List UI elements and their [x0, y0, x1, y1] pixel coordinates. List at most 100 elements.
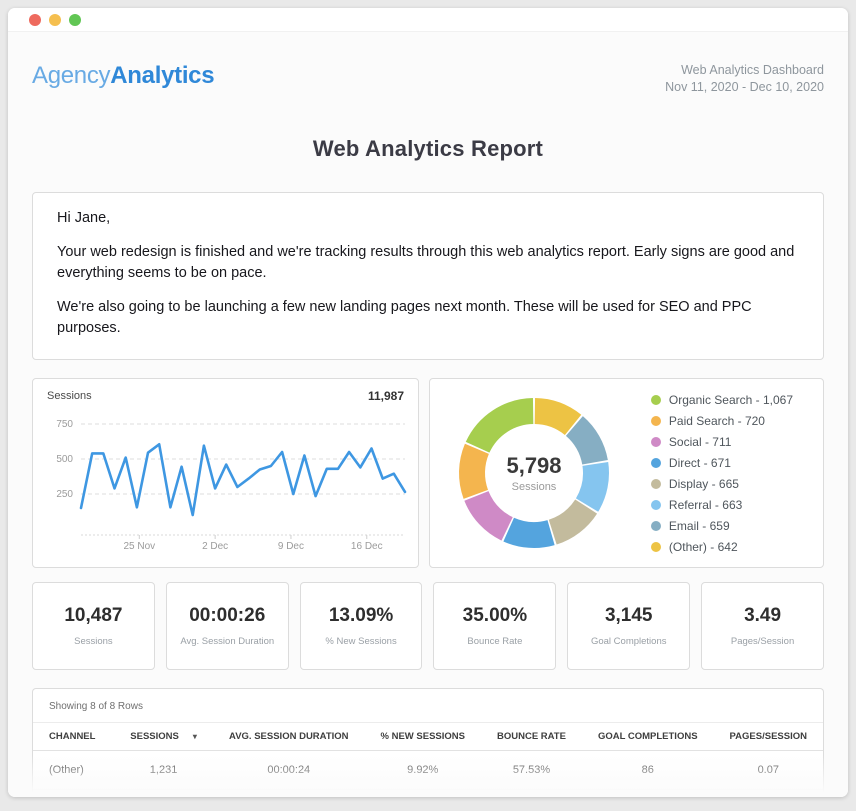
column-header-avg-session-duration[interactable]: AVG. SESSION DURATION: [213, 722, 365, 751]
legend-item-social[interactable]: Social - 711: [650, 431, 793, 452]
line-chart-header: Sessions 11,987: [47, 389, 404, 403]
legend-item-label: Email - 659: [668, 518, 730, 533]
legend-item-label: (Other) - 642: [668, 539, 738, 554]
channels-donut-chart-card: 5,798 Sessions Organic Search - 1,067 Pai…: [429, 378, 824, 568]
report-window: AgencyAnalytics Web Analytics Dashboard …: [8, 8, 848, 797]
table-cell: 0.07: [713, 750, 823, 790]
column-header-bounce-rate[interactable]: BOUNCE RATE: [480, 722, 582, 751]
column-header-sessions[interactable]: SESSIONS ▾: [114, 722, 214, 751]
table-cell: 60.88%: [480, 789, 582, 797]
legend-item-paid-search[interactable]: Paid Search - 720: [650, 410, 793, 431]
donut-legend: Organic Search - 1,067 Paid Search - 720 S…: [650, 389, 793, 557]
svg-text:25 Nov: 25 Nov: [123, 541, 155, 552]
dashboard-name-label: Web Analytics Dashboard: [681, 63, 824, 77]
table-cell: 1,231: [114, 750, 214, 790]
svg-text:250: 250: [56, 489, 73, 500]
channels-donut-chart: [459, 398, 609, 548]
legend-item-label: Display - 665: [668, 476, 739, 491]
stat-label: Bounce Rate: [467, 636, 523, 647]
table-cell: 00:00:24: [213, 750, 365, 790]
sort-desc-icon[interactable]: ▾: [192, 732, 197, 741]
stat-label: Goal Completions: [590, 636, 667, 647]
channels-table-head: CHANNEL SESSIONS ▾ AVG. SESSION DURATION% N…: [33, 722, 823, 751]
table-header-row: CHANNEL SESSIONS ▾ AVG. SESSION DURATION% N…: [33, 722, 823, 751]
minimize-button[interactable]: [49, 13, 61, 26]
legend-color-dot: [650, 415, 661, 426]
svg-text:9 Dec: 9 Dec: [278, 541, 304, 552]
table-cell: 45: [581, 789, 714, 797]
column-header-pages-session[interactable]: PAGES/SESSION: [713, 722, 823, 751]
stat-card-sessions: 10,487 Sessions: [32, 582, 155, 670]
intro-paragraph-2: We're also going to be launching a few n…: [57, 299, 752, 336]
table-cell: Direct: [33, 789, 115, 797]
legend-item-email[interactable]: Email - 659: [650, 515, 793, 536]
stat-label: Pages/Session: [730, 636, 795, 647]
legend-color-dot: [650, 499, 661, 510]
legend-color-dot: [650, 394, 661, 405]
logo-light-part: Agency: [32, 62, 111, 89]
close-button[interactable]: [29, 13, 41, 26]
svg-text:750: 750: [56, 419, 73, 430]
stat-card-pages-session: 3.49 Pages/Session: [701, 582, 824, 670]
legend-item-label: Social - 711: [668, 434, 732, 449]
stat-value: 00:00:26: [189, 605, 266, 626]
window-titlebar: [8, 8, 848, 32]
legend-item-organic-search[interactable]: Organic Search - 1,067: [650, 389, 793, 410]
logo-bold-part: Analytics: [110, 62, 215, 89]
legend-color-dot: [650, 457, 661, 468]
agencyanalytics-logo: AgencyAnalytics: [32, 62, 215, 90]
sessions-line-chart-card: Sessions 11,987 250 500 750 25 Nov 2 Dec 9 De…: [32, 378, 419, 568]
legend-item-display[interactable]: Display - 665: [650, 473, 793, 494]
svg-text:16 Dec: 16 Dec: [351, 541, 383, 552]
legend-item-label: Direct - 671: [668, 455, 731, 470]
report-content: AgencyAnalytics Web Analytics Dashboard …: [8, 32, 848, 797]
charts-row: Sessions 11,987 250 500 750 25 Nov 2 Dec 9 De…: [32, 378, 824, 568]
channels-table: CHANNEL SESSIONS ▾ AVG. SESSION DURATION% N…: [33, 722, 823, 797]
report-header: AgencyAnalytics Web Analytics Dashboard …: [32, 62, 824, 96]
column-header-goal-completions[interactable]: GOAL COMPLETIONS: [581, 722, 714, 751]
legend-item-label: Referral - 663: [668, 497, 743, 512]
channels-table-card: Showing 8 of 8 Rows CHANNEL SESSIONS ▾ AVG.…: [32, 688, 824, 797]
page-title: Web Analytics Report: [312, 136, 544, 161]
column-header-new-sessions[interactable]: % NEW SESSIONS: [364, 722, 481, 751]
legend-item-referral[interactable]: Referral - 663: [650, 494, 793, 515]
stat-value: 3,145: [604, 605, 653, 626]
table-row-count-label: Showing 8 of 8 Rows: [49, 701, 143, 712]
table-cell: 9.92%: [364, 750, 481, 790]
table-cell: 1,081: [114, 789, 214, 797]
line-chart-total: 11,987: [367, 389, 404, 403]
stat-card-avg-session-duration: 00:00:26 Avg. Session Duration: [165, 582, 289, 670]
stat-card-new-sessions: 13.09% % New Sessions: [299, 582, 423, 670]
stat-value: 35.00%: [462, 605, 528, 626]
table-row: (Other) 1,231 00:00:24 9.92% 57.53% 86 0.07: [33, 750, 823, 790]
header-meta: Web Analytics Dashboard Nov 11, 2020 - D…: [665, 62, 824, 96]
line-chart-title: Sessions: [47, 390, 92, 402]
stat-card-goal-completions: 3,145 Goal Completions: [567, 582, 691, 670]
legend-color-dot: [650, 541, 661, 552]
legend-item-label: Organic Search - 1,067: [668, 392, 793, 407]
stat-value: 10,487: [64, 605, 123, 626]
stat-label: % New Sessions: [325, 636, 397, 647]
table-cell: 00:00:21: [213, 789, 365, 797]
column-header-channel[interactable]: CHANNEL: [33, 722, 115, 751]
stat-value: 13.09%: [328, 605, 394, 626]
table-cell: 86: [581, 750, 714, 790]
legend-item-label: Paid Search - 720: [668, 413, 765, 428]
donut-wrap: 5,798 Sessions: [452, 391, 616, 555]
svg-text:500: 500: [56, 454, 73, 465]
stat-label: Sessions: [74, 636, 113, 647]
table-cell: 57.53%: [480, 750, 582, 790]
intro-message-card: Hi Jane, Your web redesign is finished a…: [32, 192, 824, 360]
table-cell: 0.61: [713, 789, 823, 797]
legend-item-other[interactable]: (Other) - 642: [650, 536, 793, 557]
legend-item-direct[interactable]: Direct - 671: [650, 452, 793, 473]
stats-row: 10,487 Sessions 00:00:26 Avg. Session Durat…: [32, 582, 824, 670]
table-cell: (Other): [33, 750, 115, 790]
zoom-button[interactable]: [69, 13, 81, 26]
legend-color-dot: [650, 478, 661, 489]
svg-text:2 Dec: 2 Dec: [202, 541, 228, 552]
date-range-label: Nov 11, 2020 - Dec 10, 2020: [665, 80, 824, 94]
stat-value: 3.49: [744, 605, 782, 626]
intro-greeting: Hi Jane,: [57, 210, 111, 226]
sessions-line-chart: 250 500 750 25 Nov 2 Dec 9 Dec 16 Dec: [56, 419, 407, 552]
